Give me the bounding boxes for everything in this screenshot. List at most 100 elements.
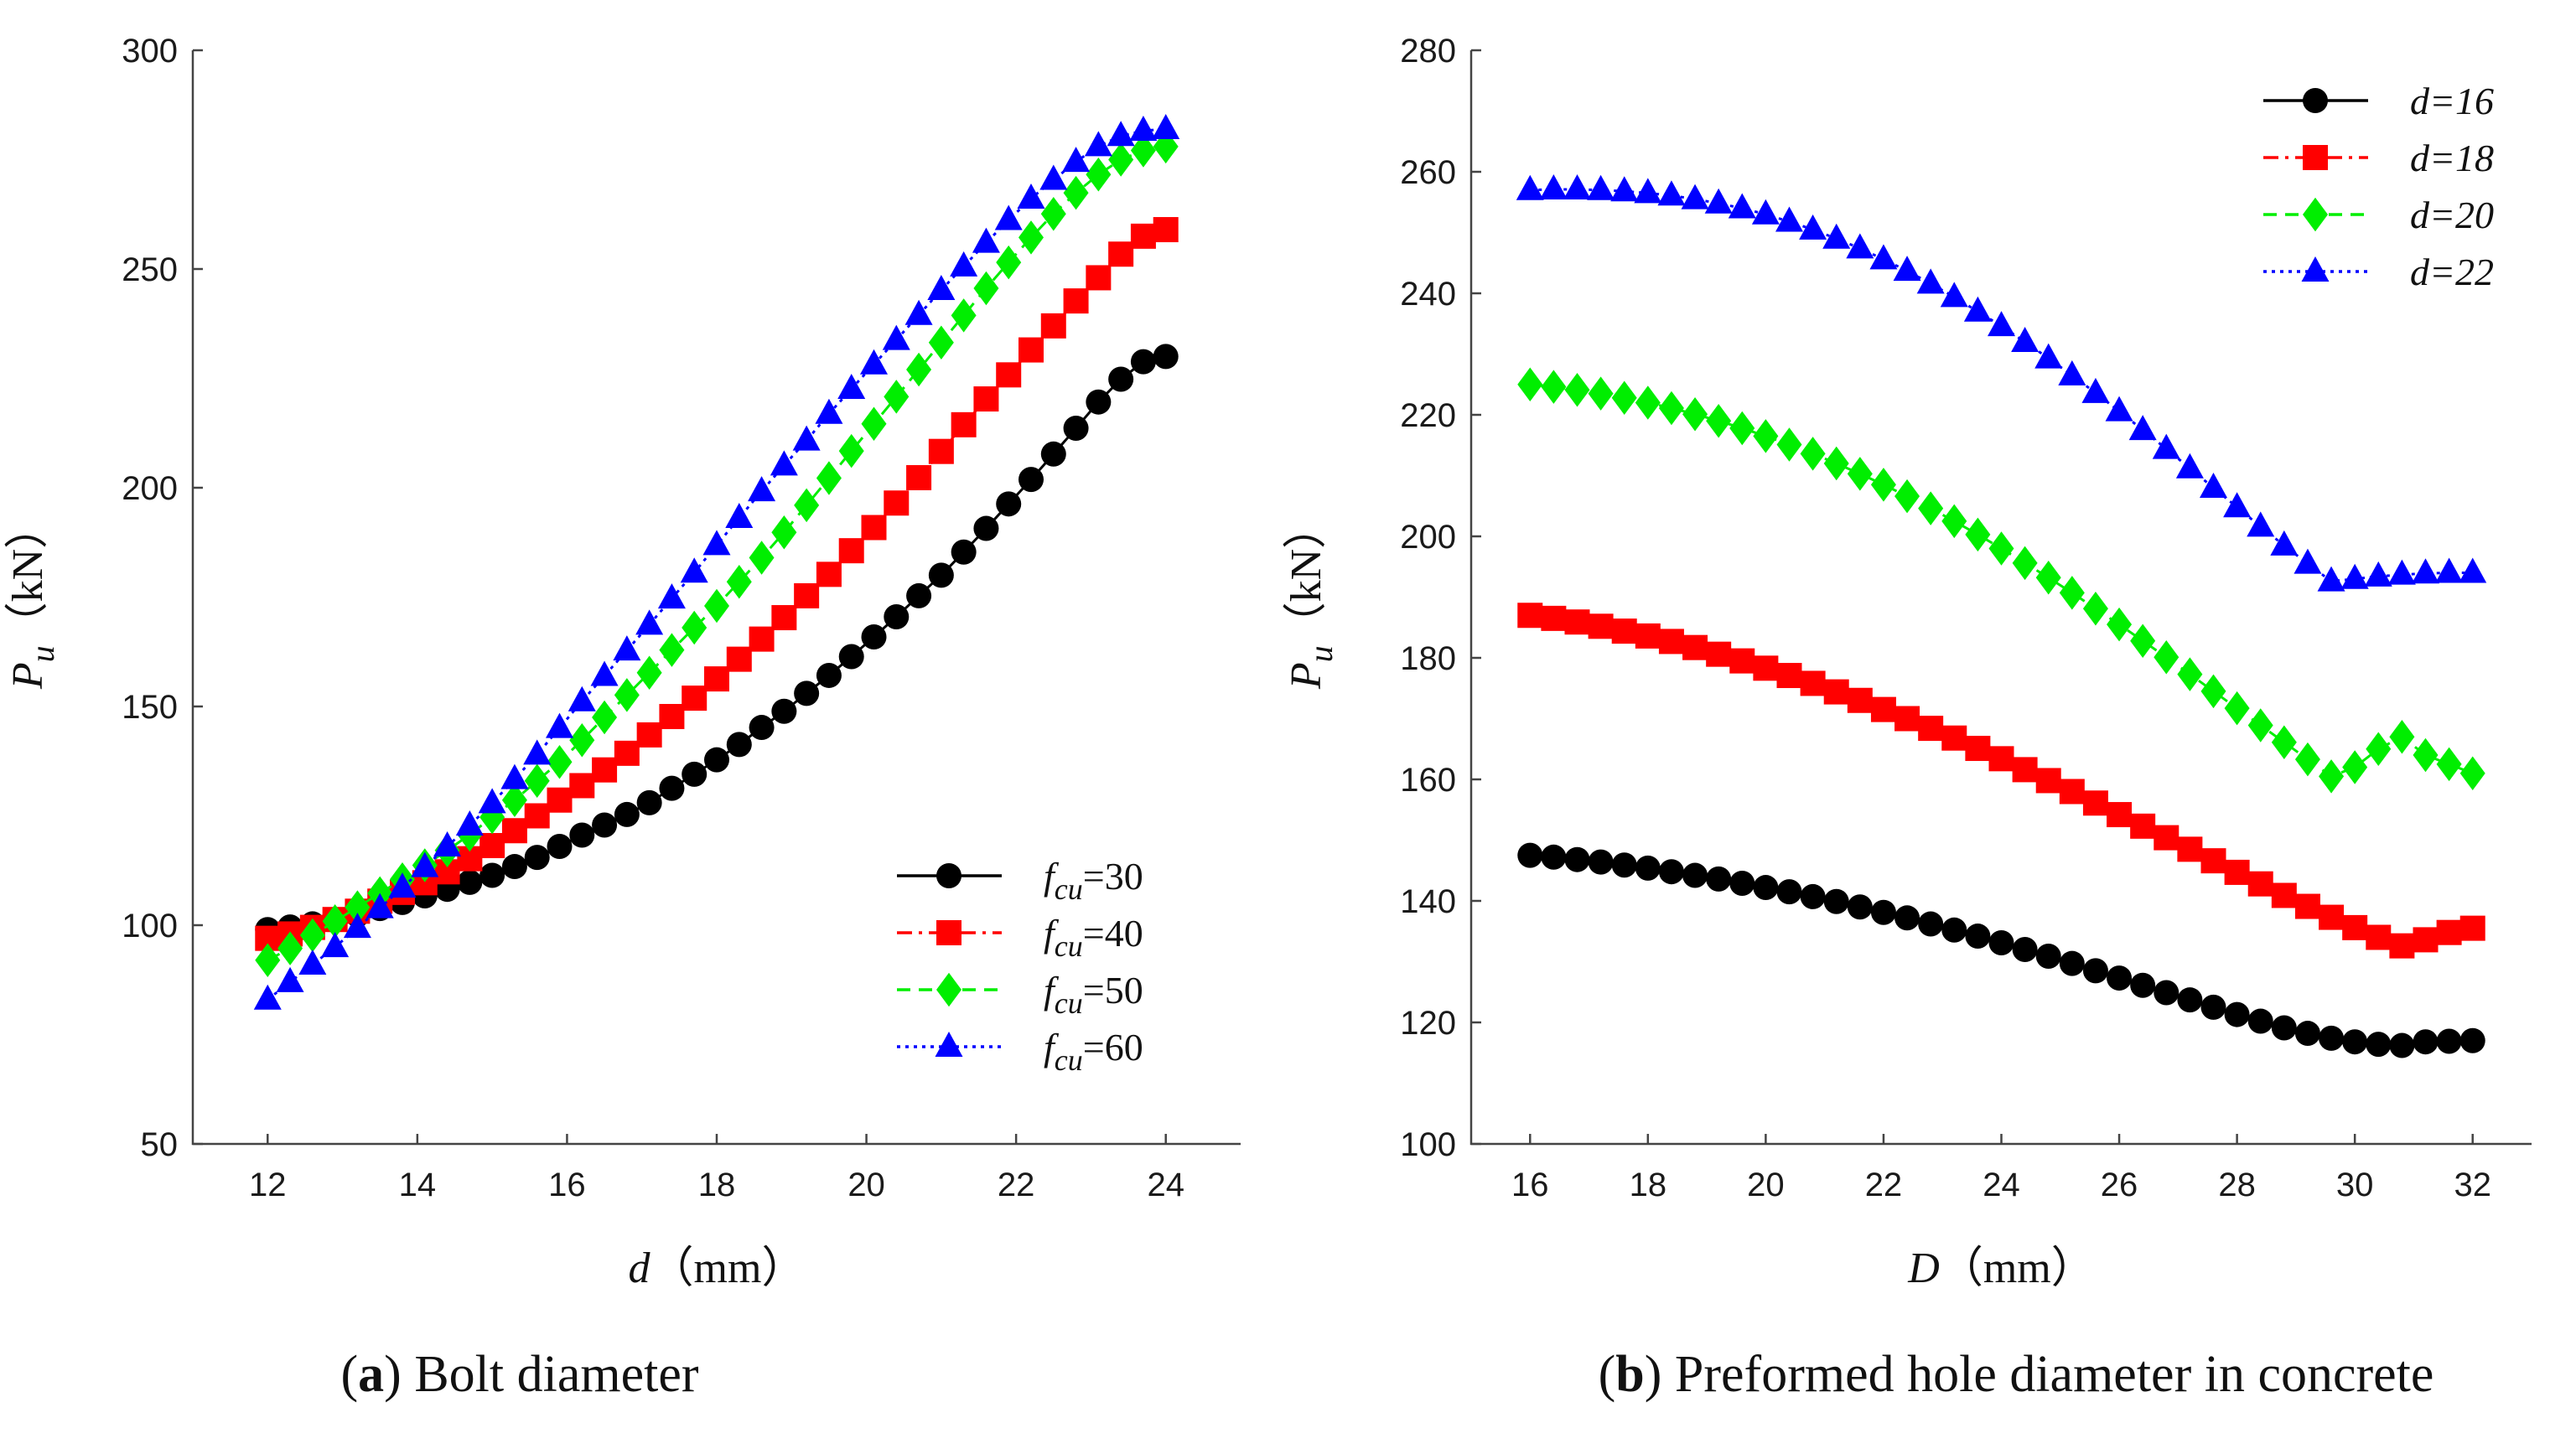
legend-0-marker [2303, 88, 2328, 113]
series-3-point [1634, 178, 1662, 204]
series-3-point [298, 949, 327, 975]
series-0-point [1108, 366, 1134, 392]
y-tick-label: 180 [1400, 640, 1456, 677]
series-3-point [725, 503, 754, 529]
series-3-point [433, 831, 462, 857]
series-2-point [2342, 750, 2368, 784]
series-1-point [592, 757, 618, 783]
series-2-point [1847, 457, 1873, 491]
series-3-point [1963, 296, 1992, 322]
series-1-point [1040, 313, 1066, 339]
series-1-point [1823, 679, 1849, 705]
y-tick-label: 100 [122, 908, 178, 944]
series-0-point [1706, 866, 1732, 892]
series-1-point [569, 773, 595, 799]
legend-2-label: fcu=50 [1044, 969, 1143, 1020]
series-0-point [1130, 349, 1156, 375]
series-3-point [927, 275, 956, 301]
x-tick-label: 24 [1147, 1167, 1184, 1203]
x-tick-label: 30 [2336, 1167, 2374, 1203]
series-1-point [1847, 687, 1873, 713]
series-1-point [1729, 648, 1755, 674]
series-3-point [1988, 311, 2015, 337]
caption-b-text: Preformed hole diameter in concrete [1675, 1346, 2433, 1403]
series-2-point [2107, 607, 2133, 642]
series-1-point [2271, 882, 2297, 908]
y-tick-label: 100 [1400, 1126, 1456, 1163]
legend-2-marker [936, 972, 961, 1007]
series-2-point [1130, 133, 1156, 168]
series-0-point [1682, 862, 1708, 888]
series-1-point [2389, 933, 2415, 959]
y-axis-label: Pu（kN） [1283, 505, 1340, 690]
series-3-point [590, 660, 619, 686]
series-3-point [568, 686, 596, 711]
series-1-point [1753, 655, 1779, 681]
series-3-point [523, 739, 552, 765]
series-0-point [1018, 467, 1044, 493]
series-3-point [657, 583, 686, 609]
series-1-point [2154, 825, 2179, 851]
series-0-point [2154, 980, 2179, 1006]
series-0-point [2459, 1027, 2485, 1053]
series-1-point [2247, 871, 2273, 897]
series-2-point [1635, 385, 1661, 420]
series-3-point [1869, 244, 1898, 270]
legend-3-label: d=22 [2410, 251, 2494, 293]
series-3-point [994, 204, 1023, 230]
series-1-point [682, 686, 707, 711]
series-2-point [1658, 391, 1684, 426]
series-0-point [1823, 888, 1849, 914]
panel-a-chart: 50 100 150 200 250 300 12 14 16 18 20 22 24 d（mm） Pu（k… [4, 33, 1241, 1292]
series-3-point [1610, 176, 1639, 202]
series-3-point [2294, 548, 2322, 574]
series-2-point [838, 433, 864, 468]
series-0-point [861, 624, 887, 650]
series-2-point [299, 918, 325, 953]
series-3-point [1704, 188, 1733, 214]
series-2-point [547, 745, 573, 779]
x-tick-label: 20 [847, 1167, 885, 1203]
series-3-point [882, 324, 910, 350]
series-2-point [1988, 531, 2014, 566]
series-0-point [2012, 937, 2038, 962]
series-1-point [1635, 623, 1661, 649]
series-0-point [1040, 441, 1066, 467]
series-3-point [904, 299, 933, 325]
series-3-point [478, 788, 506, 814]
legend-1-marker [936, 920, 961, 945]
legend-0-label: fcu=30 [1044, 855, 1143, 906]
series-0-point [1658, 859, 1684, 885]
x-tick-label: 18 [698, 1167, 736, 1203]
series-3-point [2459, 557, 2487, 583]
series-2-point [2436, 747, 2462, 782]
series-3-point [1062, 147, 1091, 173]
series-1-point [1682, 634, 1708, 660]
series-3-point [1657, 180, 1686, 206]
series-1-point [861, 515, 887, 541]
series-0-point [794, 680, 820, 706]
legend-1-label: fcu=40 [1044, 912, 1143, 963]
series-2-point [1682, 397, 1708, 432]
series-0-point [524, 845, 550, 871]
series-0-point [2319, 1025, 2345, 1051]
series-0-point [1153, 344, 1179, 370]
series-3-point [950, 251, 978, 277]
series-3-point [1751, 199, 1780, 225]
series-0-point [1847, 894, 1873, 920]
series-1-point [1541, 605, 1567, 631]
series-1-line [267, 228, 1167, 940]
series-1-point [2294, 893, 2320, 919]
series-3-point [972, 227, 1000, 253]
legend-1-marker [2303, 145, 2328, 170]
series-1-point [2012, 757, 2038, 783]
series-3-point [792, 425, 821, 451]
series-2-point [2035, 561, 2061, 595]
series-1-point [928, 438, 954, 464]
series-3-point [2200, 473, 2227, 498]
series-0-point [569, 822, 595, 848]
series-3-point [1129, 116, 1158, 142]
series-2-point [884, 380, 910, 414]
series-2-point [1063, 175, 1089, 210]
series-2-point [726, 564, 752, 599]
